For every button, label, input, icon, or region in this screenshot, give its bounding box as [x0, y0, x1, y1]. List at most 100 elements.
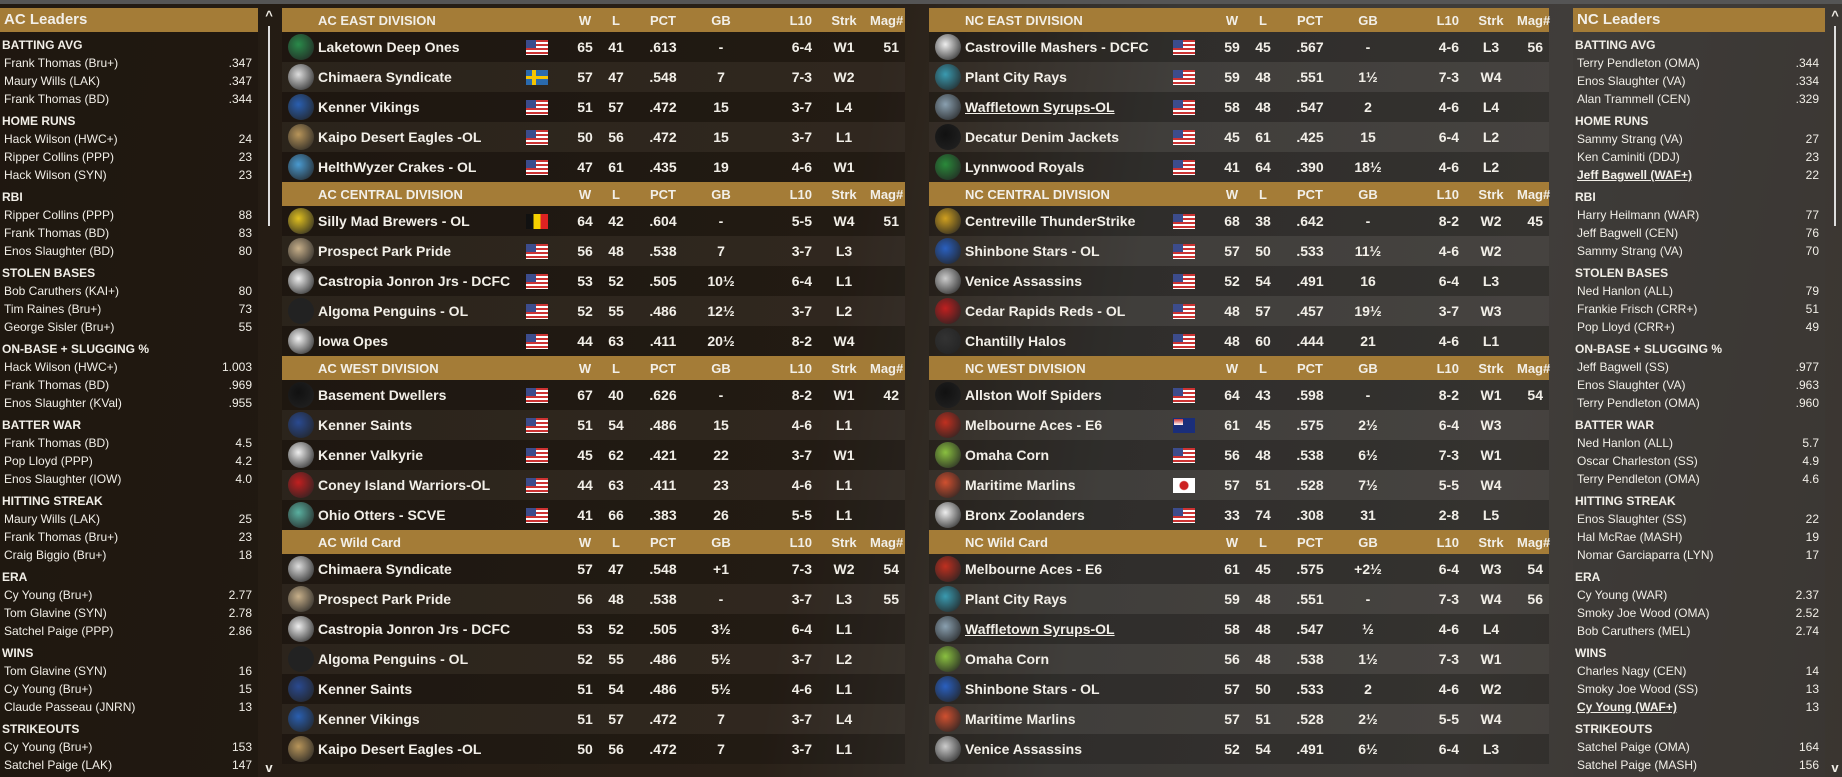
- leader-row[interactable]: Terry Pendleton (OMA) .960: [1573, 394, 1825, 412]
- player-name[interactable]: Smoky Joe Wood (SS): [1577, 682, 1699, 696]
- team-name[interactable]: Ohio Otters - SCVE: [318, 507, 446, 523]
- leader-row[interactable]: Hack Wilson (SYN) 23: [0, 166, 258, 184]
- leader-row[interactable]: Cy Young (Bru+) 2.77: [0, 586, 258, 604]
- leader-row[interactable]: Frankie Frisch (CRR+) 51: [1573, 300, 1825, 318]
- team-row[interactable]: Kaipo Desert Eagles -OL 50 56 .472 7 3-7 L1: [282, 734, 905, 764]
- nc-leaders-scrollbar[interactable]: ^ v: [1828, 8, 1842, 777]
- column-header[interactable]: Mag#: [870, 186, 904, 202]
- player-name[interactable]: Cy Young (Bru+): [4, 740, 93, 754]
- column-header[interactable]: PCT: [650, 186, 676, 202]
- player-name[interactable]: Cy Young (WAF+): [1577, 700, 1677, 714]
- leader-row[interactable]: Tom Glavine (SYN) 2.78: [0, 604, 258, 622]
- column-header[interactable]: Mag#: [870, 360, 904, 376]
- column-header[interactable]: GB: [711, 534, 731, 550]
- player-name[interactable]: Tom Glavine (SYN): [4, 664, 107, 678]
- leader-row[interactable]: Frank Thomas (BD) .969: [0, 376, 258, 394]
- team-name[interactable]: Chantilly Halos: [965, 333, 1067, 349]
- column-header[interactable]: L10: [1436, 12, 1459, 28]
- scroll-down-icon[interactable]: v: [1831, 760, 1839, 775]
- team-row[interactable]: Bronx Zoolanders 33 74 .308 31 2-8 L5: [929, 500, 1549, 530]
- leader-row[interactable]: Enos Slaughter (KVal) .955: [0, 394, 258, 412]
- column-header[interactable]: L: [612, 534, 620, 550]
- team-name[interactable]: Kenner Saints: [318, 417, 413, 433]
- leader-row[interactable]: Hack Wilson (HWC+) 24: [0, 130, 258, 148]
- player-name[interactable]: Hack Wilson (SYN): [4, 168, 107, 182]
- team-row[interactable]: Waffletown Syrups-OL 58 48 .547 ½ 4-6 L4: [929, 614, 1549, 644]
- player-name[interactable]: Sammy Strang (VA): [1577, 244, 1683, 258]
- player-name[interactable]: Jeff Bagwell (WAF+): [1577, 168, 1693, 182]
- team-row[interactable]: Iowa Opes 44 63 .411 20½ 8-2 W4: [282, 326, 905, 356]
- player-name[interactable]: Claude Passeau (JNRN): [4, 700, 136, 714]
- column-header[interactable]: L10: [1436, 186, 1459, 202]
- team-name[interactable]: Kenner Valkyrie: [318, 447, 424, 463]
- leader-row[interactable]: Sammy Strang (VA) 70: [1573, 242, 1825, 260]
- leader-row[interactable]: Smoky Joe Wood (OMA) 2.52: [1573, 604, 1825, 622]
- player-name[interactable]: Bob Caruthers (KAI+): [4, 284, 120, 298]
- team-row[interactable]: Decatur Denim Jackets 45 61 .425 15 6-4 L2: [929, 122, 1549, 152]
- player-name[interactable]: Enos Slaughter (VA): [1577, 74, 1686, 88]
- team-row[interactable]: Waffletown Syrups-OL 58 48 .547 2 4-6 L4: [929, 92, 1549, 122]
- team-row[interactable]: Maritime Marlins 57 51 .528 7½ 5-5 W4: [929, 470, 1549, 500]
- player-name[interactable]: Sammy Strang (VA): [1577, 132, 1683, 146]
- column-header[interactable]: L: [1259, 534, 1267, 550]
- leader-row[interactable]: Alan Trammell (CEN) .329: [1573, 90, 1825, 108]
- team-row[interactable]: Silly Mad Brewers - OL 64 42 .604 - 5-5 W4 51: [282, 206, 905, 236]
- leader-row[interactable]: Frank Thomas (Bru+) 23: [0, 528, 258, 546]
- team-name[interactable]: Lynnwood Royals: [965, 159, 1085, 175]
- leader-row[interactable]: Cy Young (Bru+) 15: [0, 680, 258, 698]
- leader-row[interactable]: Oscar Charleston (SS) 4.9: [1573, 452, 1825, 470]
- leader-row[interactable]: Satchel Paige (PPP) 2.86: [0, 622, 258, 640]
- column-header[interactable]: L10: [789, 12, 812, 28]
- team-row[interactable]: Venice Assassins 52 54 .491 16 6-4 L3: [929, 266, 1549, 296]
- team-row[interactable]: Kenner Valkyrie 45 62 .421 22 3-7 W1: [282, 440, 905, 470]
- player-name[interactable]: Pop Lloyd (PPP): [4, 454, 93, 468]
- column-header[interactable]: GB: [1358, 360, 1378, 376]
- column-header[interactable]: W: [1225, 186, 1239, 202]
- player-name[interactable]: Frank Thomas (BD): [4, 226, 110, 240]
- player-name[interactable]: Satchel Paige (MASH): [1577, 758, 1698, 772]
- column-header[interactable]: W: [578, 186, 592, 202]
- leader-row[interactable]: George Sisler (Bru+) 55: [0, 318, 258, 336]
- leader-row[interactable]: Maury Wills (LAK) .347: [0, 72, 258, 90]
- column-header[interactable]: L: [612, 186, 620, 202]
- column-header[interactable]: Mag#: [870, 534, 904, 550]
- team-row[interactable]: Omaha Corn 56 48 .538 6½ 7-3 W1: [929, 440, 1549, 470]
- leader-row[interactable]: Terry Pendleton (OMA) .344: [1573, 54, 1825, 72]
- leader-row[interactable]: Frank Thomas (BD) 83: [0, 224, 258, 242]
- column-header[interactable]: GB: [1358, 534, 1378, 550]
- scroll-thumb[interactable]: [1834, 26, 1836, 226]
- column-header[interactable]: PCT: [1297, 12, 1323, 28]
- team-row[interactable]: Melbourne Aces - E6 61 45 .575 +2½ 6-4 W3 54: [929, 554, 1549, 584]
- leader-row[interactable]: Tim Raines (Bru+) 73: [0, 300, 258, 318]
- team-name[interactable]: Castropia Jonron Jrs - DCFC: [318, 273, 511, 289]
- team-name[interactable]: Decatur Denim Jackets: [965, 129, 1120, 145]
- team-row[interactable]: Cedar Rapids Reds - OL 48 57 .457 19½ 3-7 W3: [929, 296, 1549, 326]
- team-row[interactable]: Kenner Saints 51 54 .486 5½ 4-6 L1: [282, 674, 905, 704]
- team-row[interactable]: Laketown Deep Ones 65 41 .613 - 6-4 W1 51: [282, 32, 905, 62]
- team-name[interactable]: Prospect Park Pride: [318, 591, 452, 607]
- team-row[interactable]: Prospect Park Pride 56 48 .538 - 3-7 L3 55: [282, 584, 905, 614]
- column-header[interactable]: Strk: [1478, 12, 1504, 28]
- player-name[interactable]: Alan Trammell (CEN): [1577, 92, 1691, 106]
- player-name[interactable]: Craig Biggio (Bru+): [4, 548, 107, 562]
- player-name[interactable]: Cy Young (Bru+): [4, 682, 93, 696]
- player-name[interactable]: Frank Thomas (BD): [4, 436, 110, 450]
- column-header[interactable]: W: [1225, 360, 1239, 376]
- leader-row[interactable]: Bob Caruthers (MEL) 2.74: [1573, 622, 1825, 640]
- team-name[interactable]: Kenner Vikings: [318, 99, 420, 115]
- team-name[interactable]: Shinbone Stars - OL: [965, 681, 1100, 697]
- team-name[interactable]: Maritime Marlins: [965, 711, 1076, 727]
- leader-row[interactable]: Nomar Garciaparra (LYN) 17: [1573, 546, 1825, 564]
- player-name[interactable]: Tom Glavine (SYN): [4, 606, 107, 620]
- team-name[interactable]: Venice Assassins: [965, 273, 1083, 289]
- team-name[interactable]: Waffletown Syrups-OL: [965, 99, 1115, 115]
- column-header[interactable]: L: [1259, 360, 1267, 376]
- leader-row[interactable]: Harry Heilmann (WAR) 77: [1573, 206, 1825, 224]
- team-row[interactable]: Kaipo Desert Eagles -OL 50 56 .472 15 3-7 L1: [282, 122, 905, 152]
- team-row[interactable]: Ohio Otters - SCVE 41 66 .383 26 5-5 L1: [282, 500, 905, 530]
- column-header[interactable]: PCT: [1297, 186, 1323, 202]
- column-header[interactable]: Mag#: [1517, 186, 1551, 202]
- team-name[interactable]: Melbourne Aces - E6: [965, 561, 1103, 577]
- column-header[interactable]: GB: [1358, 12, 1378, 28]
- team-name[interactable]: Kenner Saints: [318, 681, 413, 697]
